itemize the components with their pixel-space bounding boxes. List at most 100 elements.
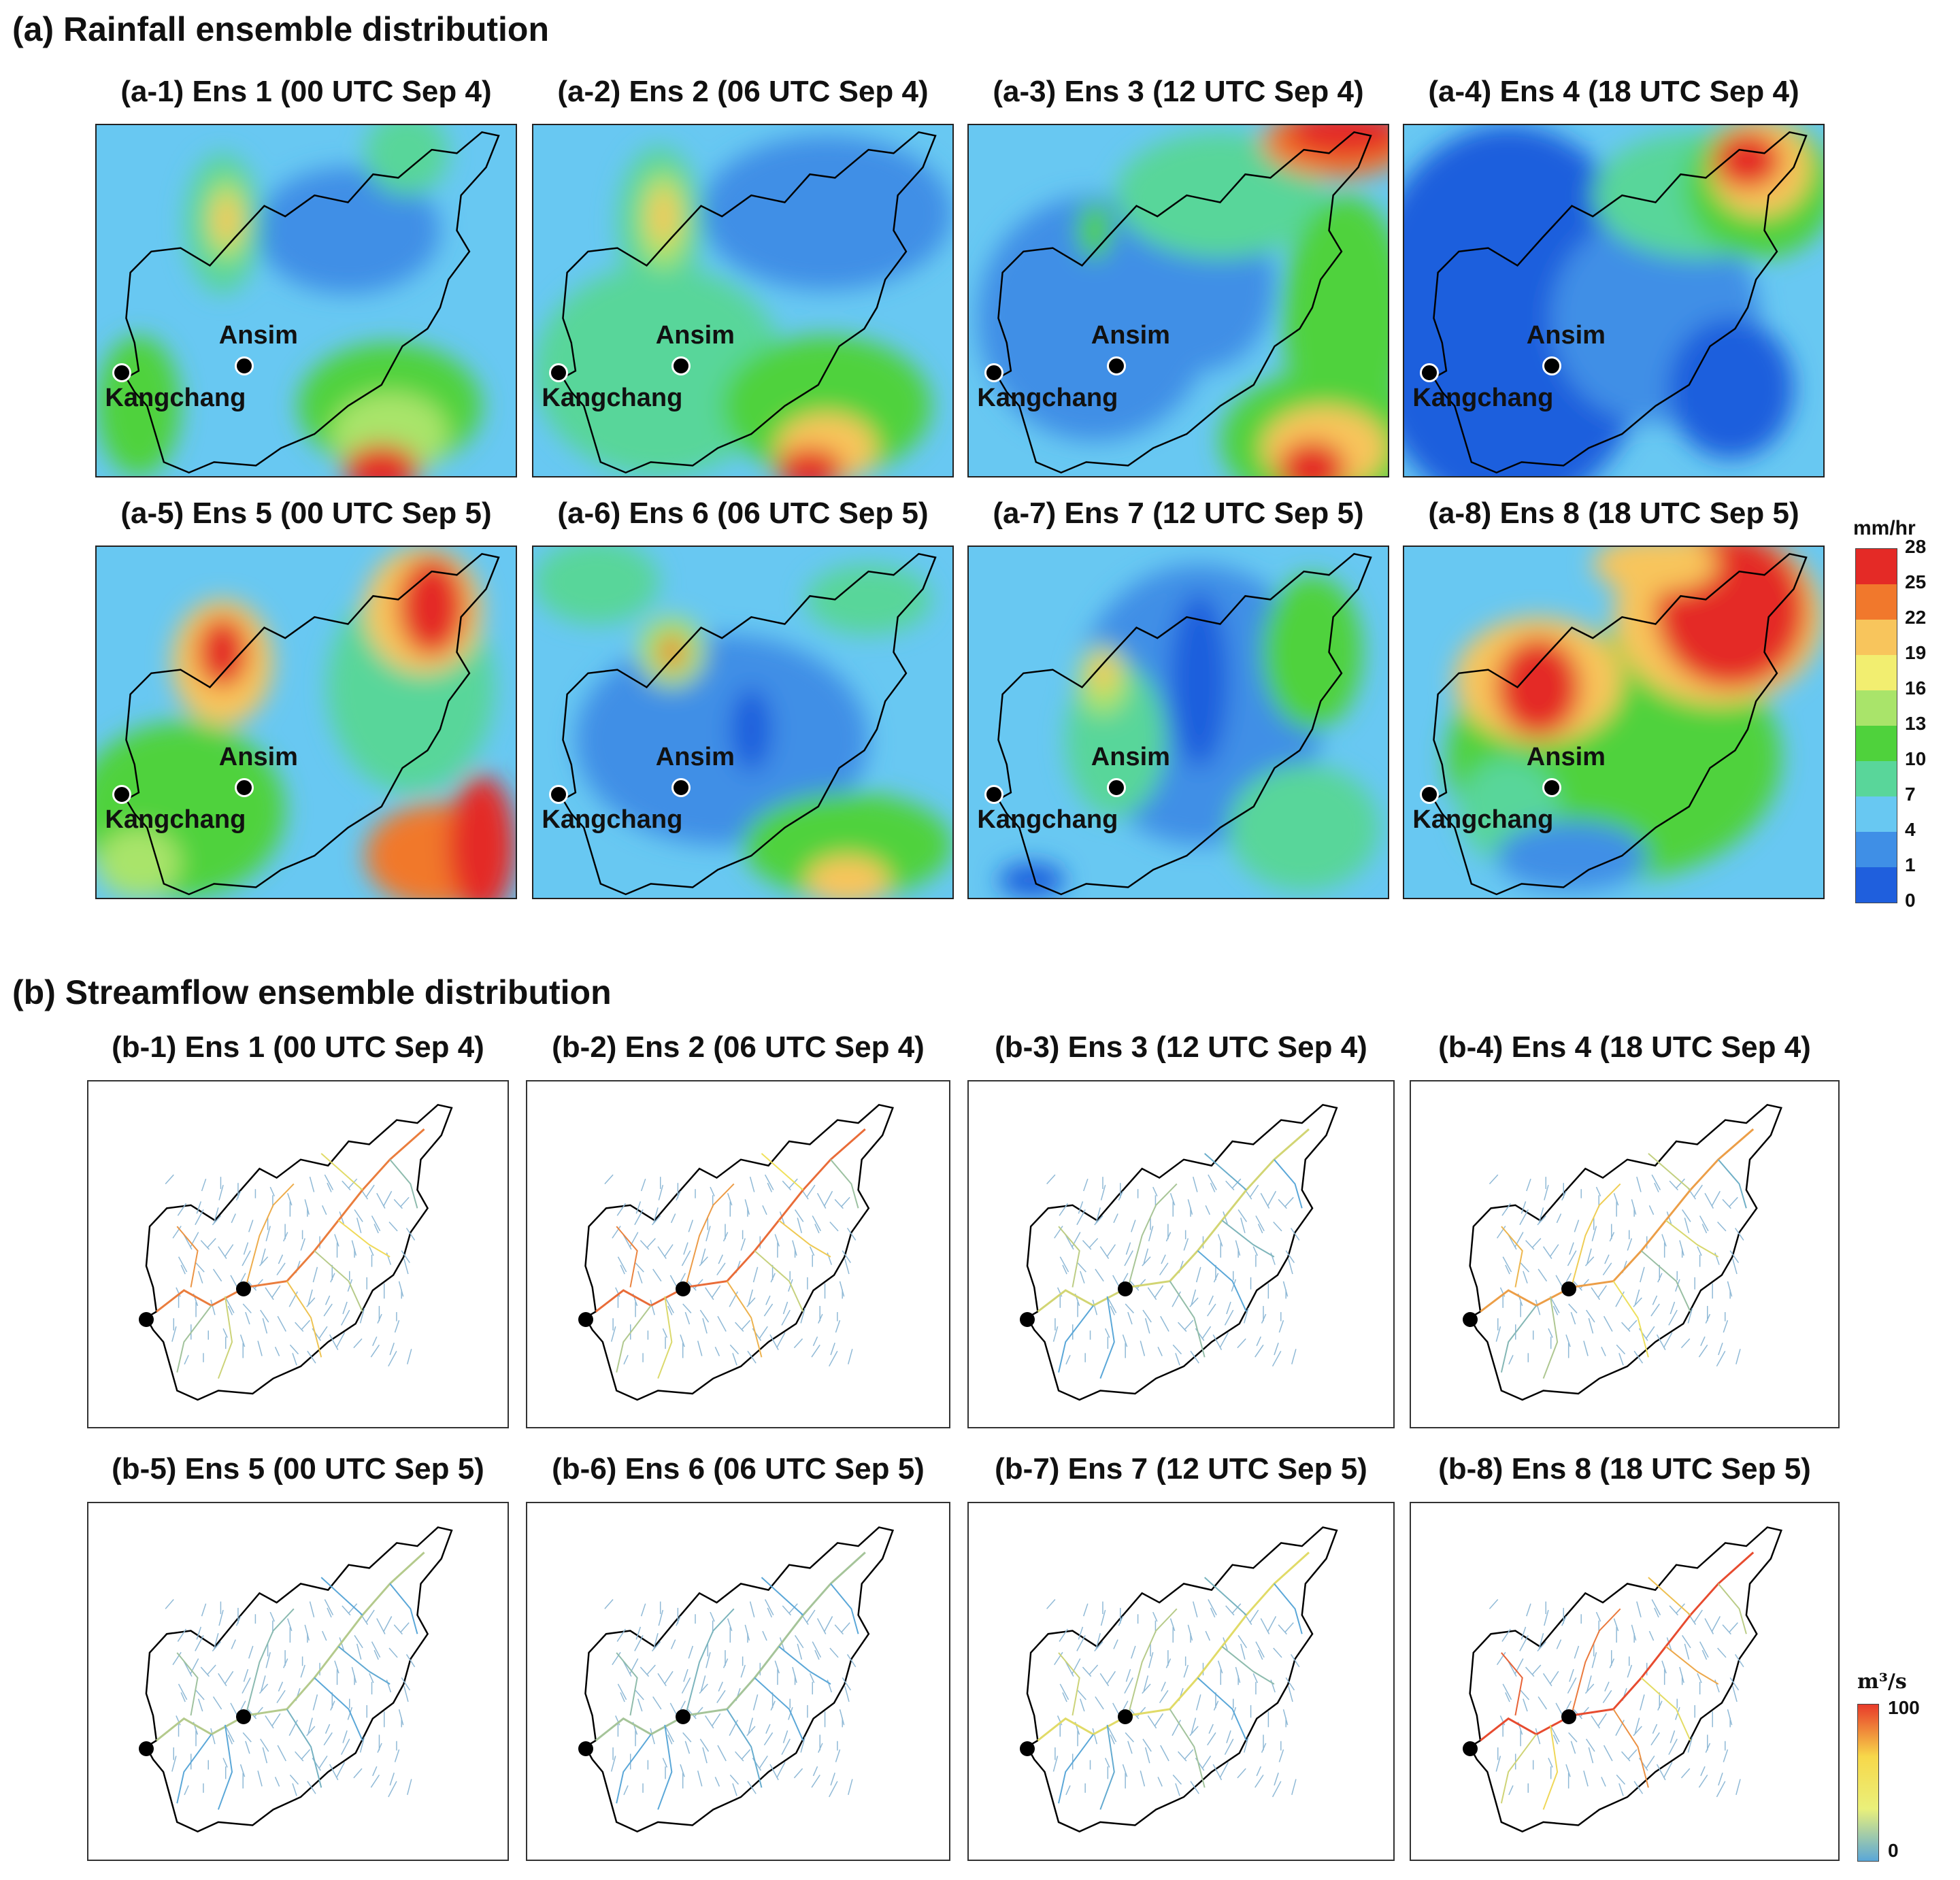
tributary — [1729, 1196, 1738, 1207]
tributary — [1143, 1675, 1149, 1692]
tributary — [1535, 1299, 1541, 1315]
tributary — [683, 1242, 688, 1255]
tributary — [184, 1355, 189, 1365]
tributary — [1668, 1739, 1678, 1756]
tributary — [257, 1770, 263, 1787]
tributary — [1595, 1186, 1601, 1196]
streamflow-panel-title: (b-6) Ens 6 (06 UTC Sep 5) — [552, 1452, 925, 1485]
tributary — [1502, 1683, 1512, 1700]
tributary — [1544, 1609, 1549, 1626]
streamflow-network-svg — [145, 1526, 453, 1833]
tributary — [727, 1193, 733, 1206]
tributary — [1693, 1184, 1703, 1198]
tributary — [1580, 1707, 1589, 1717]
tributary — [764, 1599, 774, 1615]
tributary — [189, 1232, 199, 1248]
tributary — [393, 1198, 403, 1209]
streamflow-colorbar — [1857, 1704, 1879, 1862]
river-reach — [176, 1652, 199, 1716]
tributary — [1505, 1264, 1510, 1275]
river-reach — [1204, 1153, 1247, 1191]
tributary — [699, 1256, 708, 1266]
tributary — [1217, 1234, 1223, 1247]
rainfall-colorbar-tick: 0 — [1905, 890, 1916, 911]
tributary — [735, 1751, 744, 1762]
tributary — [1291, 1779, 1297, 1795]
river-reach — [1542, 1724, 1559, 1810]
tributary — [262, 1747, 268, 1764]
tributary — [658, 1609, 664, 1626]
tributary — [1124, 1677, 1133, 1694]
tributary — [651, 1215, 661, 1226]
tributary — [248, 1645, 254, 1659]
tributary — [1092, 1728, 1098, 1745]
tributary — [1082, 1666, 1092, 1677]
tributary — [1601, 1347, 1606, 1357]
tributary — [702, 1317, 708, 1334]
tributary — [1618, 1353, 1624, 1366]
tributary — [694, 1707, 703, 1717]
tributary — [604, 1174, 614, 1185]
tributary — [762, 1630, 767, 1641]
streamflow-colorbar-unit: m³/s — [1857, 1670, 1907, 1694]
tributary — [1237, 1338, 1246, 1349]
tributary — [1278, 1198, 1287, 1209]
tributary — [664, 1244, 674, 1257]
rainfall-colorbar-tick: 28 — [1905, 536, 1927, 557]
tributary — [1273, 1221, 1282, 1232]
tributary — [165, 1598, 174, 1609]
tributary — [812, 1641, 822, 1658]
tributary — [1193, 1176, 1198, 1192]
tributary — [1065, 1355, 1071, 1365]
tributary — [1722, 1198, 1731, 1209]
tributary — [200, 1666, 210, 1677]
tributary — [1697, 1246, 1702, 1256]
rainfall-colorbar-unit: mm/hr — [1853, 517, 1916, 539]
tributary — [1526, 1603, 1531, 1617]
tributary — [1257, 1224, 1263, 1234]
kangchang-label: Kangchang — [105, 383, 246, 412]
tributary — [1284, 1622, 1294, 1633]
tributary — [1631, 1199, 1637, 1215]
rainfall-map: Ansim Kangchang — [95, 124, 517, 477]
tributary — [388, 1781, 397, 1798]
tributary — [841, 1196, 850, 1207]
tributary — [829, 1781, 838, 1798]
basin-boundary — [1026, 1526, 1338, 1833]
tributary — [640, 1178, 646, 1192]
tributary — [1587, 1248, 1592, 1264]
tributary — [1284, 1196, 1294, 1207]
tributary — [210, 1299, 216, 1315]
tributary — [353, 1338, 363, 1349]
tributary — [254, 1279, 263, 1289]
tributary — [1065, 1785, 1071, 1796]
tributary — [403, 1258, 409, 1275]
tributary — [699, 1309, 710, 1323]
streamflow-network-svg — [1468, 1103, 1782, 1401]
tributary — [200, 1240, 210, 1250]
tributary — [373, 1649, 379, 1660]
tributary — [688, 1220, 694, 1232]
tributary — [1723, 1749, 1729, 1762]
tributary — [741, 1320, 751, 1330]
river-reach — [726, 1709, 763, 1788]
tributary — [629, 1658, 639, 1675]
tributary — [653, 1633, 659, 1649]
tributary — [1499, 1287, 1506, 1297]
river-reach — [1570, 1183, 1621, 1288]
tributary — [1201, 1756, 1212, 1769]
tributary — [1716, 1350, 1726, 1367]
tributary — [1640, 1694, 1645, 1711]
ansim-station-marker — [1561, 1281, 1576, 1296]
rainfall-colorbar-segment — [1856, 690, 1897, 726]
tributary — [180, 1692, 186, 1702]
tributary — [1727, 1709, 1733, 1726]
tributary — [398, 1281, 404, 1297]
tributary — [184, 1785, 189, 1796]
tributary — [735, 1322, 744, 1332]
streamflow-map — [526, 1502, 950, 1861]
tributary — [1190, 1781, 1199, 1794]
ansim-station-marker — [1107, 777, 1126, 797]
tributary — [1597, 1713, 1607, 1727]
tributary — [405, 1228, 416, 1241]
